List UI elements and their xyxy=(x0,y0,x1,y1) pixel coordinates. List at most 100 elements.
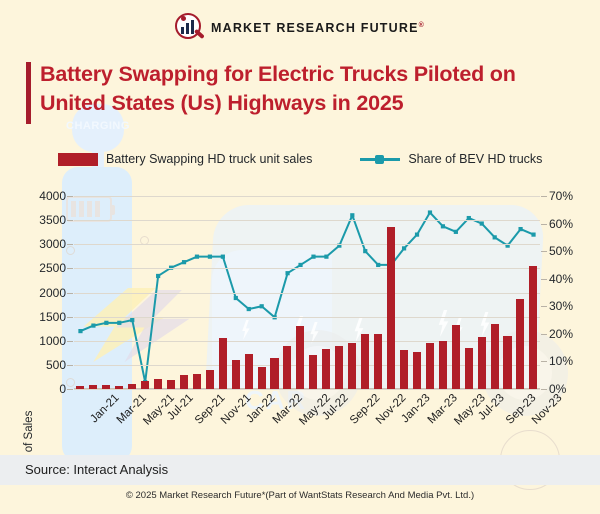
bar-Apr-21[interactable] xyxy=(115,385,124,389)
charger-watermark-text: CHARGING xyxy=(66,120,130,132)
y-tick-mark-right xyxy=(541,196,547,197)
source-text: Source: Interact Analysis xyxy=(25,462,169,477)
bar-May-23[interactable] xyxy=(438,340,447,389)
legend-item-bar-series[interactable]: Battery Swapping HD truck unit sales xyxy=(58,152,312,166)
line-marker-Jul-21[interactable] xyxy=(156,273,161,279)
grid-line xyxy=(74,316,540,318)
bar-Jul-21[interactable] xyxy=(153,379,162,389)
bar-Feb-21[interactable] xyxy=(89,385,98,389)
bar-Dec-22[interactable] xyxy=(374,334,383,389)
line-marker-Apr-21[interactable] xyxy=(117,320,122,325)
bar-Jan-22[interactable] xyxy=(231,360,240,389)
line-marker-May-23[interactable] xyxy=(440,224,446,229)
y-tick-mark-right xyxy=(541,251,547,253)
y-tick-label-right: 70% xyxy=(549,189,574,203)
y-tick-label-left: 500 xyxy=(45,357,66,372)
y-tick-label-right: 50% xyxy=(549,244,574,259)
line-marker-Oct-23[interactable] xyxy=(505,243,510,248)
line-marker-Jun-22[interactable] xyxy=(298,262,303,268)
line-marker-Dec-21[interactable] xyxy=(220,254,225,259)
line-marker-Oct-22[interactable] xyxy=(350,213,355,218)
brand-logo-text: MARKET RESEARCH FUTURE® xyxy=(211,21,425,35)
bar-Nov-21[interactable] xyxy=(205,369,214,389)
bar-Nov-23[interactable] xyxy=(516,298,525,389)
bar-Dec-21[interactable] xyxy=(218,338,227,389)
line-marker-Dec-23[interactable] xyxy=(531,232,536,237)
bar-Apr-22[interactable] xyxy=(270,358,279,389)
line-marker-Sep-21[interactable] xyxy=(181,260,187,265)
bar-Nov-22[interactable] xyxy=(361,334,370,389)
bar-Jun-21[interactable] xyxy=(141,381,150,389)
bar-Oct-21[interactable] xyxy=(192,374,201,389)
y-tick-mark-left xyxy=(67,244,73,246)
bar-Jul-22[interactable] xyxy=(309,355,318,389)
legend-item-line-series[interactable]: Share of BEV HD trucks xyxy=(360,152,542,166)
y-tick-mark-right xyxy=(541,389,547,390)
line-marker-Mar-22[interactable] xyxy=(259,304,264,309)
bar-Feb-23[interactable] xyxy=(399,349,408,389)
line-marker-Nov-21[interactable] xyxy=(207,254,213,259)
bar-May-21[interactable] xyxy=(128,384,137,389)
line-marker-Aug-23[interactable] xyxy=(479,221,484,226)
grid-line xyxy=(74,292,540,294)
bar-Mar-21[interactable] xyxy=(102,384,111,389)
line-marker-Feb-21[interactable] xyxy=(91,323,96,328)
bar-Jul-23[interactable] xyxy=(464,347,473,389)
bar-Jan-23[interactable] xyxy=(386,227,395,389)
bar-Aug-22[interactable] xyxy=(322,348,331,389)
bar-Aug-21[interactable] xyxy=(166,379,175,389)
bar-Feb-22[interactable] xyxy=(244,354,253,389)
y-tick-mark-left xyxy=(67,340,73,342)
y-tick-label-right: 0% xyxy=(549,382,567,396)
page-title: Battery Swapping for Electric Trucks Pil… xyxy=(40,62,516,115)
line-marker-Aug-22[interactable] xyxy=(324,254,329,259)
line-marker-Sep-23[interactable] xyxy=(492,235,497,240)
bar-Jun-22[interactable] xyxy=(296,326,305,389)
bar-Sep-22[interactable] xyxy=(335,345,344,389)
legend-label-line: Share of BEV HD trucks xyxy=(408,152,543,166)
y-tick-mark-left xyxy=(67,220,73,222)
line-marker-Jul-22[interactable] xyxy=(311,254,316,259)
bar-Dec-23[interactable] xyxy=(529,265,538,389)
title-accent-bar xyxy=(26,62,31,124)
line-marker-Oct-21[interactable] xyxy=(194,254,200,259)
line-marker-Jan-22[interactable] xyxy=(233,295,238,301)
bar-Sep-23[interactable] xyxy=(490,323,499,389)
bar-Aug-23[interactable] xyxy=(477,336,486,389)
grid-line xyxy=(74,196,540,197)
bar-Jan-21[interactable] xyxy=(76,386,85,389)
y-tick-label-left: 2000 xyxy=(39,285,66,300)
line-marker-Jan-21[interactable] xyxy=(78,329,83,334)
y-tick-label-left: 0 xyxy=(59,382,66,396)
line-marker-Nov-23[interactable] xyxy=(518,226,523,232)
line-marker-Jun-23[interactable] xyxy=(453,229,458,234)
bar-May-22[interactable] xyxy=(283,345,292,389)
bar-Oct-22[interactable] xyxy=(348,342,357,389)
bar-Oct-23[interactable] xyxy=(503,335,512,389)
y-tick-mark-right xyxy=(541,361,547,363)
line-marker-Sep-22[interactable] xyxy=(337,243,342,248)
line-marker-Mar-21[interactable] xyxy=(104,320,109,325)
bar-Sep-21[interactable] xyxy=(179,374,188,389)
line-marker-Feb-22[interactable] xyxy=(246,306,251,312)
line-marker-Feb-23[interactable] xyxy=(401,246,407,251)
line-marker-May-22[interactable] xyxy=(285,271,290,276)
y-tick-label-right: 60% xyxy=(549,216,574,231)
line-marker-May-21[interactable] xyxy=(130,317,135,323)
line-marker-Aug-21[interactable] xyxy=(168,265,174,270)
line-marker-Jul-23[interactable] xyxy=(466,215,471,221)
line-marker-Mar-23[interactable] xyxy=(414,232,420,237)
y-tick-label-left: 3500 xyxy=(39,213,66,228)
plot-area: 0 500 1000 1500 2000 2500 3000 3500 4000 0% 10% 20%… xyxy=(39,189,573,396)
bar-Jun-23[interactable] xyxy=(451,324,460,389)
y-tick-mark-left xyxy=(67,389,73,390)
magnifier-bar-chart-icon xyxy=(174,13,205,43)
legend-label-bar: Battery Swapping HD truck unit sales xyxy=(106,152,313,166)
line-marker-Nov-22[interactable] xyxy=(363,249,368,254)
line-marker-Apr-23[interactable] xyxy=(427,210,433,215)
bar-Mar-23[interactable] xyxy=(412,352,421,389)
bar-Apr-23[interactable] xyxy=(425,343,434,389)
bar-Mar-22[interactable] xyxy=(257,367,266,389)
line-marker-Dec-22[interactable] xyxy=(376,262,381,268)
